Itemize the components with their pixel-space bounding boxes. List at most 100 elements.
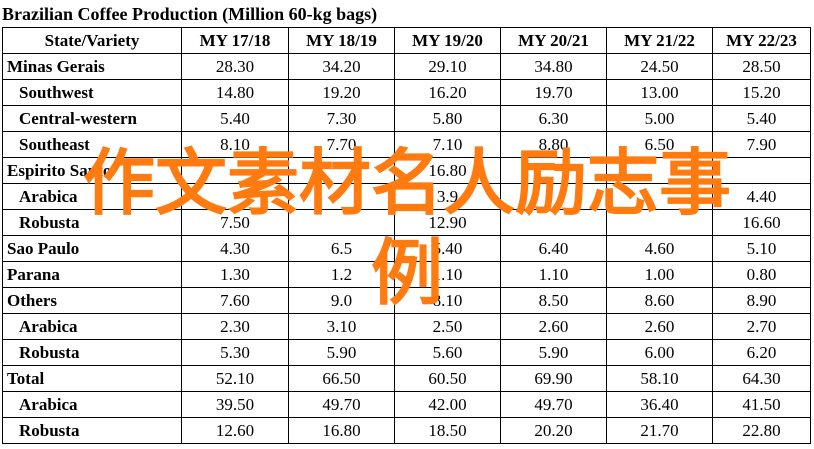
row-label: Espirito Santo <box>2 157 182 184</box>
table-cell: 5.80 <box>394 105 501 132</box>
table-cell <box>606 209 713 236</box>
table-cell <box>500 209 607 236</box>
row-label: Robusta <box>2 417 182 444</box>
column-header: MY 19/20 <box>394 27 501 54</box>
table-cell: 52.10 <box>181 365 289 392</box>
table-cell: 7.60 <box>181 287 289 314</box>
table-cell: 5.00 <box>606 105 713 132</box>
table-cell: 5.30 <box>181 339 289 366</box>
table-cell: 13.00 <box>606 79 713 106</box>
table-cell: 24.50 <box>606 53 713 80</box>
table-cell: 2.70 <box>712 313 811 340</box>
table-cell <box>606 183 713 210</box>
table-title: Brazilian Coffee Production (Million 60-… <box>2 4 378 24</box>
table-cell: 58.10 <box>606 365 713 392</box>
table-cell: 21.70 <box>606 417 713 444</box>
table-cell: 36.40 <box>606 391 713 418</box>
table-cell: 7.90 <box>712 131 811 158</box>
table-cell: 16.60 <box>712 209 811 236</box>
table-cell: 66.50 <box>288 365 395 392</box>
production-table: State/Variety MY 17/18 MY 18/19 MY 19/20… <box>2 27 811 444</box>
table-cell <box>288 209 395 236</box>
table-cell: 29.10 <box>394 53 501 80</box>
table-cell: 3.10 <box>288 313 395 340</box>
row-label: Others <box>2 287 182 314</box>
table-cell: 6.20 <box>712 339 811 366</box>
table-cell: 12.90 <box>394 209 501 236</box>
table-cell: 7.70 <box>288 131 395 158</box>
table-cell: 5.90 <box>500 339 607 366</box>
column-header: MY 21/22 <box>606 27 713 54</box>
table-cell: 5.40 <box>394 235 501 262</box>
table-cell: 8.80 <box>500 131 607 158</box>
table-row: Sao Paulo 4.30 6.5 5.40 6.40 4.60 5.10 <box>2 235 811 262</box>
table-row: Espirito Santo 16.80 <box>2 157 811 184</box>
table-cell: 16.20 <box>394 79 501 106</box>
table-cell <box>181 183 289 210</box>
table-cell <box>606 157 713 184</box>
table-cell: 34.80 <box>500 53 607 80</box>
table-cell: 5.60 <box>394 339 501 366</box>
table-cell: 8.90 <box>712 287 811 314</box>
row-label: Arabica <box>2 313 182 340</box>
table-cell: 34.20 <box>288 53 395 80</box>
table-cell <box>181 157 289 184</box>
table-cell: 6.40 <box>500 235 607 262</box>
table-cell <box>288 183 395 210</box>
table-row: Others 7.60 9.0 8.10 8.50 8.60 8.90 <box>2 287 811 314</box>
table-cell: 5.90 <box>288 339 395 366</box>
table-cell: 4.30 <box>181 235 289 262</box>
table-cell: 60.50 <box>394 365 501 392</box>
table-cell: 1.10 <box>394 261 501 288</box>
table-cell: 6.5 <box>288 235 395 262</box>
column-header: MY 18/19 <box>288 27 395 54</box>
table-cell: 1.2 <box>288 261 395 288</box>
table-row: Minas Gerais 28.30 34.20 29.10 34.80 24.50 28.… <box>2 53 811 80</box>
table-cell: 14.80 <box>181 79 289 106</box>
table-cell: 8.10 <box>394 287 501 314</box>
table-cell: 6.30 <box>500 105 607 132</box>
table-row: Arabica 2.30 3.10 2.50 2.60 2.60 2.70 <box>2 313 811 340</box>
table-cell: 16.80 <box>394 157 501 184</box>
table-row: Arabica 3.9 4.40 <box>2 183 811 210</box>
row-label: Sao Paulo <box>2 235 182 262</box>
column-header: MY 22/23 <box>712 27 811 54</box>
row-label: Arabica <box>2 183 182 210</box>
table-row: Parana 1.30 1.2 1.10 1.10 1.00 0.80 <box>2 261 811 288</box>
table-cell: 8.50 <box>500 287 607 314</box>
row-label: Robusta <box>2 339 182 366</box>
table-cell: 7.30 <box>288 105 395 132</box>
table-cell: 1.30 <box>181 261 289 288</box>
table-row: Robusta 7.50 12.90 16.60 <box>2 209 811 236</box>
table-cell: 19.70 <box>500 79 607 106</box>
table-cell: 15.20 <box>712 79 811 106</box>
table-cell: 1.00 <box>606 261 713 288</box>
table-cell: 4.60 <box>606 235 713 262</box>
row-label: Parana <box>2 261 182 288</box>
table-cell: 8.60 <box>606 287 713 314</box>
table-cell <box>500 183 607 210</box>
table-cell: 19.20 <box>288 79 395 106</box>
table-cell: 7.10 <box>394 131 501 158</box>
table-cell <box>500 157 607 184</box>
table-cell: 2.30 <box>181 313 289 340</box>
table-cell: 20.20 <box>500 417 607 444</box>
table-cell: 9.0 <box>288 287 395 314</box>
row-label: Arabica <box>2 391 182 418</box>
table-cell: 2.50 <box>394 313 501 340</box>
table-cell <box>712 157 811 184</box>
table-cell: 39.50 <box>181 391 289 418</box>
table-cell: 49.70 <box>288 391 395 418</box>
table-row: Southwest 14.80 19.20 16.20 19.70 13.00 15.20 <box>2 79 811 106</box>
row-label: Minas Gerais <box>2 53 182 80</box>
table-row: Robusta 5.30 5.90 5.60 5.90 6.00 6.20 <box>2 339 811 366</box>
table-cell: 0.80 <box>712 261 811 288</box>
table-row: Arabica 39.50 49.70 42.00 49.70 36.40 41.50 <box>2 391 811 418</box>
table-cell: 28.50 <box>712 53 811 80</box>
row-label: Total <box>2 365 182 392</box>
table-cell: 49.70 <box>500 391 607 418</box>
table-cell: 12.60 <box>181 417 289 444</box>
table-cell: 8.10 <box>181 131 289 158</box>
table-cell: 1.10 <box>500 261 607 288</box>
row-label: Central-western <box>2 105 182 132</box>
